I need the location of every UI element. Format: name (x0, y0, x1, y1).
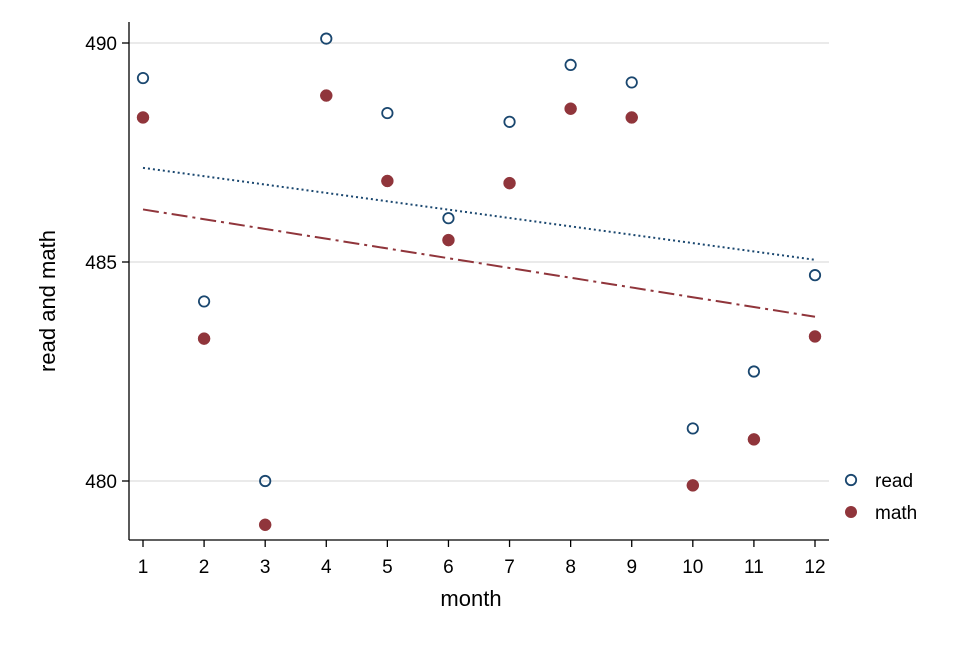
legend-label-math: math (875, 503, 917, 524)
fit-line-read (142, 166, 816, 261)
x-tick-label-11: 11 (744, 557, 764, 578)
fit-lines (142, 166, 816, 318)
point-read-11 (747, 365, 761, 378)
y-axis-ticks: 480 485 490 (85, 34, 129, 493)
point-math-12 (808, 330, 822, 343)
y-tick-label-480: 480 (85, 472, 117, 493)
point-read-1 (136, 71, 150, 85)
legend-label-read: read (875, 471, 913, 492)
point-math-4 (320, 89, 333, 102)
axes (128, 22, 829, 541)
data-points (136, 32, 822, 532)
point-read-4 (320, 32, 333, 45)
gridlines (129, 42, 829, 482)
point-read-7 (503, 115, 516, 128)
legend: read math (844, 471, 917, 524)
point-read-8 (564, 58, 577, 72)
point-math-8 (564, 102, 577, 115)
x-axis-ticks: 1 2 3 4 5 6 7 8 9 10 11 12 (138, 540, 826, 578)
x-tick-label-7: 7 (504, 557, 515, 578)
legend-marker-read (844, 473, 858, 487)
point-math-5 (381, 174, 394, 188)
point-read-2 (197, 295, 211, 308)
point-read-9 (625, 76, 638, 89)
x-tick-label-6: 6 (443, 557, 454, 578)
point-math-10 (686, 479, 700, 492)
x-tick-label-9: 9 (626, 557, 637, 578)
point-math-3 (258, 518, 272, 532)
x-tick-label-2: 2 (199, 557, 210, 578)
x-tick-label-8: 8 (565, 557, 576, 578)
point-read-3 (259, 474, 272, 488)
x-tick-label-4: 4 (321, 557, 332, 578)
point-read-12 (808, 269, 822, 282)
point-read-6 (442, 212, 455, 225)
x-tick-label-10: 10 (682, 557, 703, 578)
x-tick-label-12: 12 (804, 557, 825, 578)
y-tick-label-490: 490 (85, 34, 117, 55)
point-math-1 (136, 111, 150, 124)
point-math-6 (442, 233, 455, 247)
point-math-2 (197, 332, 211, 345)
x-tick-label-3: 3 (260, 557, 271, 578)
legend-marker-math (845, 506, 857, 518)
point-math-9 (625, 111, 638, 124)
x-tick-label-5: 5 (382, 557, 393, 578)
fit-line-math (142, 208, 816, 318)
y-axis-title: read and math (35, 230, 60, 372)
point-read-5 (381, 106, 394, 120)
x-axis-title: month (440, 586, 501, 611)
point-math-7 (503, 176, 516, 190)
point-read-10 (686, 422, 699, 435)
x-tick-label-1: 1 (138, 557, 149, 578)
y-tick-label-485: 485 (85, 253, 117, 274)
point-math-11 (747, 433, 761, 446)
